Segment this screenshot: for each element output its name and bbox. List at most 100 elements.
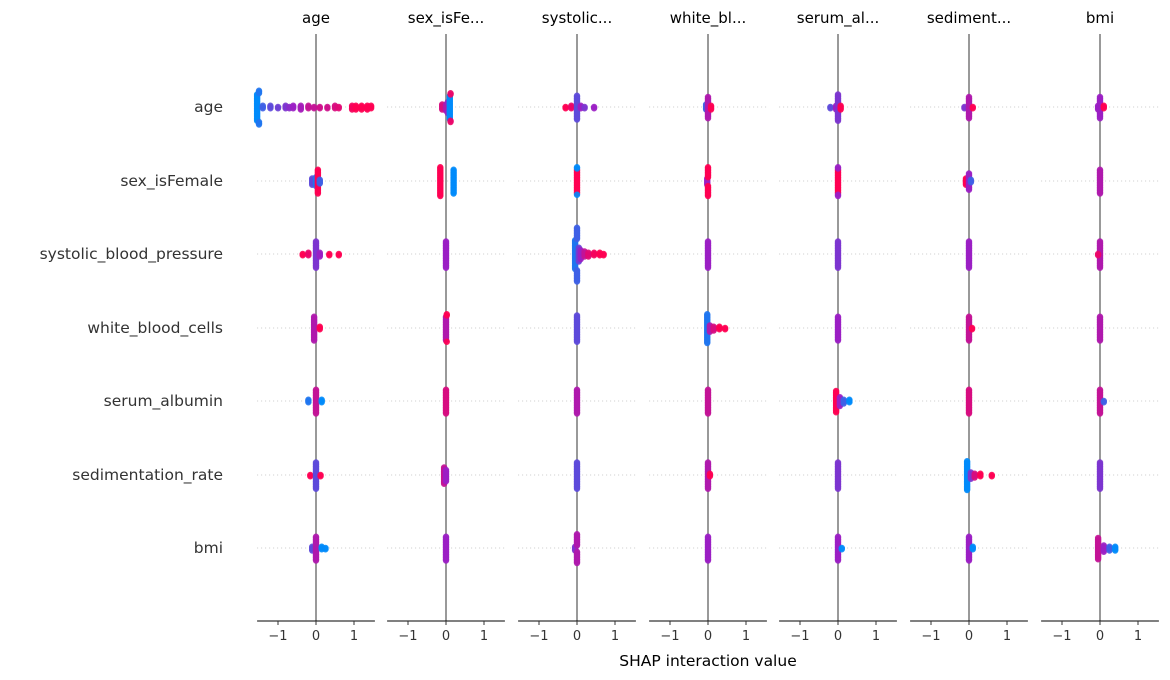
shap-point [312,264,320,271]
shap-point [267,102,274,109]
shap-point [704,264,712,271]
shap-point [310,105,318,112]
shap-point [1100,542,1108,549]
shap-point [442,478,450,485]
row-label: serum_albumin [104,392,223,411]
shap-point [704,533,712,540]
shap-point [305,249,312,256]
shap-point [834,192,842,200]
shap-point [704,192,712,200]
row-label: sedimentation_rate [72,466,223,485]
x-tick-label: −1 [268,629,287,644]
x-tick-label: 0 [573,629,581,644]
shap-point [1096,410,1104,417]
shap-point [573,116,581,123]
shap-point [965,115,973,122]
panel: sex_isFe... −1 0 1 [387,9,505,644]
shap-point [838,546,845,553]
shap-point [442,264,450,271]
shap-point [312,533,320,540]
shap-point [968,326,976,333]
shap-point [707,106,715,113]
shap-point [312,459,320,466]
panel: serum_al... −1 0 1 [779,9,897,644]
row-label: white_blood_cells [87,319,223,338]
shap-point [307,473,314,480]
shap-point [573,312,581,319]
shap-point [442,410,450,417]
x-tick-label: 1 [611,629,619,644]
x-tick-label: −1 [529,629,548,644]
shap-point [314,166,322,173]
shap-point [834,117,842,124]
shap-point [312,410,320,417]
shap-point [1096,166,1104,173]
shap-point [965,557,973,564]
panel-title: systolic... [542,9,612,27]
shap-point [335,105,342,112]
shap-point [573,224,581,231]
shap-point [965,264,973,271]
x-tick-label: 0 [965,629,973,644]
shap-point [704,485,712,492]
shap-point [834,337,842,344]
x-tick-label: −1 [660,629,679,644]
shap-point [965,533,973,540]
shap-point [259,102,266,109]
shap-point [255,121,263,128]
shap-point [316,323,323,330]
shap-point [834,485,842,492]
shap-point [316,253,323,260]
shap-point [317,473,324,480]
shap-point [573,164,581,171]
shap-point [297,106,304,113]
shap-point [846,396,853,403]
shap-point [1106,547,1113,554]
row-label: age [194,98,223,116]
shap-point [965,313,973,320]
shap-point [969,543,976,550]
panel-title: white_bl... [670,9,747,28]
shap-point [305,396,312,403]
shap-point [442,466,450,474]
shap-point [1096,313,1104,320]
x-tick-label: −1 [398,629,417,644]
shap-point [442,557,450,564]
shap-point [299,252,306,259]
panel-title: sediment... [927,9,1011,27]
shap-point [834,313,842,320]
shap-point [573,410,581,417]
shap-point [704,459,712,466]
shap-point [573,485,581,492]
shap-point [834,238,842,245]
shap-point [1096,238,1104,245]
x-tick-label: −1 [921,629,940,644]
shap-point [704,238,712,245]
shap-point [827,105,834,112]
shap-point [318,396,325,403]
shap-point [573,191,581,198]
shap-point [1096,386,1104,393]
row-label: systolic_blood_pressure [40,245,223,264]
shap-point [1096,459,1104,466]
shap-point [963,458,971,465]
shap-point [442,386,450,393]
shap-point [834,557,842,564]
row-label: bmi [194,539,223,557]
shap-point [837,106,844,113]
shap-point [585,253,592,260]
shap-point [442,533,450,540]
shap-point [562,105,569,112]
shap-point [704,410,712,417]
x-tick-label: 1 [350,629,358,644]
shap-point [1100,548,1108,555]
shap-point [322,546,329,553]
shap-point [437,164,444,171]
shap-point [450,166,457,173]
shap-point [1096,190,1104,197]
shap-point [977,470,984,477]
shap-point [442,238,450,245]
shap-point [352,106,360,113]
